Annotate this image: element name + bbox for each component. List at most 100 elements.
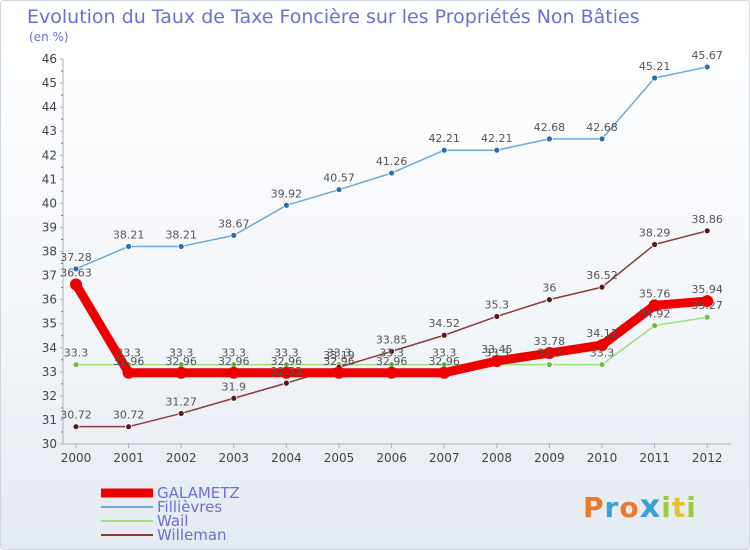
y-tick-label: 30 <box>42 437 57 451</box>
data-label: 36 <box>542 282 556 295</box>
data-point <box>493 313 501 320</box>
data-point <box>598 283 606 291</box>
logo-letter: x <box>639 487 662 525</box>
data-point <box>333 366 345 379</box>
data-point <box>440 331 448 339</box>
data-label: 33.3 <box>432 347 457 360</box>
data-label: 45.21 <box>639 60 671 73</box>
data-label: 35.94 <box>691 283 723 296</box>
data-point <box>227 366 240 379</box>
data-point <box>440 146 448 154</box>
y-tick-label: 38 <box>42 245 57 259</box>
x-tick-label: 2006 <box>376 451 407 465</box>
data-label: 33.85 <box>376 333 408 346</box>
data-label: 34.52 <box>428 317 460 330</box>
data-point <box>703 313 711 321</box>
data-point <box>543 347 556 360</box>
data-label: 41.26 <box>376 155 408 168</box>
data-point <box>493 146 501 154</box>
data-point <box>388 169 396 177</box>
logo-letter: r <box>604 491 620 524</box>
y-tick-label: 39 <box>42 220 57 234</box>
data-label: 33.3 <box>590 347 615 360</box>
data-point <box>546 135 553 143</box>
data-point <box>438 366 451 379</box>
data-label: 30.72 <box>113 409 145 422</box>
data-point <box>177 243 185 250</box>
data-label: 33.3 <box>274 347 299 360</box>
data-label: 32.96 <box>376 355 408 368</box>
y-tick-label: 33 <box>42 365 57 379</box>
data-point <box>596 339 608 352</box>
data-label: 33.3 <box>169 347 194 360</box>
logo-letter: i <box>686 491 697 524</box>
y-tick-label: 41 <box>42 172 57 186</box>
data-label: 42.21 <box>481 132 513 145</box>
logo-letter: o <box>619 491 640 524</box>
y-axis-unit-label: (en %) <box>29 30 69 44</box>
x-tick-label: 2008 <box>482 451 513 465</box>
data-label: 37.28 <box>60 251 92 264</box>
data-label: 31.9 <box>222 380 247 393</box>
data-point <box>651 74 658 82</box>
logo-letter: t <box>671 491 687 524</box>
x-tick-label: 2003 <box>219 451 250 465</box>
y-tick-label: 34 <box>42 341 57 355</box>
proxiti-logo: Proxiti <box>583 487 697 525</box>
data-label: 32.96 <box>165 355 197 368</box>
data-label: 32.96 <box>428 355 460 368</box>
x-tick-label: 2012 <box>692 451 723 465</box>
data-label: 38.21 <box>165 228 197 241</box>
data-point <box>385 366 398 379</box>
data-label: 38.86 <box>691 213 723 226</box>
data-label: 33.3 <box>485 347 510 360</box>
data-point <box>282 379 290 387</box>
data-point <box>175 366 188 379</box>
legend-label: Willeman <box>157 526 227 544</box>
data-point <box>230 231 238 239</box>
data-point <box>546 361 553 368</box>
data-label: 32.96 <box>218 355 250 368</box>
data-point <box>125 243 132 250</box>
data-label: 38.21 <box>113 228 145 241</box>
y-tick-label: 36 <box>42 293 57 307</box>
x-tick-label: 2007 <box>429 451 460 465</box>
data-label: 35.76 <box>639 287 671 300</box>
data-label: 34.92 <box>639 308 671 321</box>
data-label: 33.19 <box>323 349 355 362</box>
logo-letter: P <box>583 491 605 524</box>
data-label: 35.3 <box>485 298 510 311</box>
data-label: 33.3 <box>116 347 141 360</box>
data-label: 32.53 <box>271 365 303 378</box>
data-point <box>703 227 711 235</box>
data-point <box>122 366 135 379</box>
data-label: 42.68 <box>586 121 618 134</box>
data-label: 38.67 <box>218 217 250 230</box>
data-label: 33.3 <box>222 347 247 360</box>
data-point <box>648 299 661 312</box>
x-tick-label: 2011 <box>639 451 670 465</box>
x-tick-label: 2001 <box>113 451 144 465</box>
data-label: 38.29 <box>639 227 671 240</box>
data-label: 40.57 <box>323 172 355 185</box>
data-label: 30.72 <box>60 409 92 422</box>
data-point <box>72 361 80 368</box>
y-tick-label: 32 <box>42 389 57 403</box>
legend-label: GALAMETZ <box>157 484 240 502</box>
legend-label: Wail <box>157 512 188 530</box>
data-point <box>280 366 293 379</box>
data-point <box>703 63 711 71</box>
y-tick-label: 37 <box>42 269 57 283</box>
data-label: 32.96 <box>113 355 145 368</box>
y-tick-label: 43 <box>42 124 57 138</box>
data-point <box>72 423 80 431</box>
x-tick-label: 2002 <box>166 451 197 465</box>
data-point <box>598 135 606 143</box>
data-point <box>282 201 290 209</box>
x-tick-label: 2005 <box>324 451 355 465</box>
data-label: 35.27 <box>691 299 723 312</box>
y-tick-label: 35 <box>42 317 57 331</box>
data-point <box>72 265 80 273</box>
x-tick-label: 2009 <box>534 451 565 465</box>
